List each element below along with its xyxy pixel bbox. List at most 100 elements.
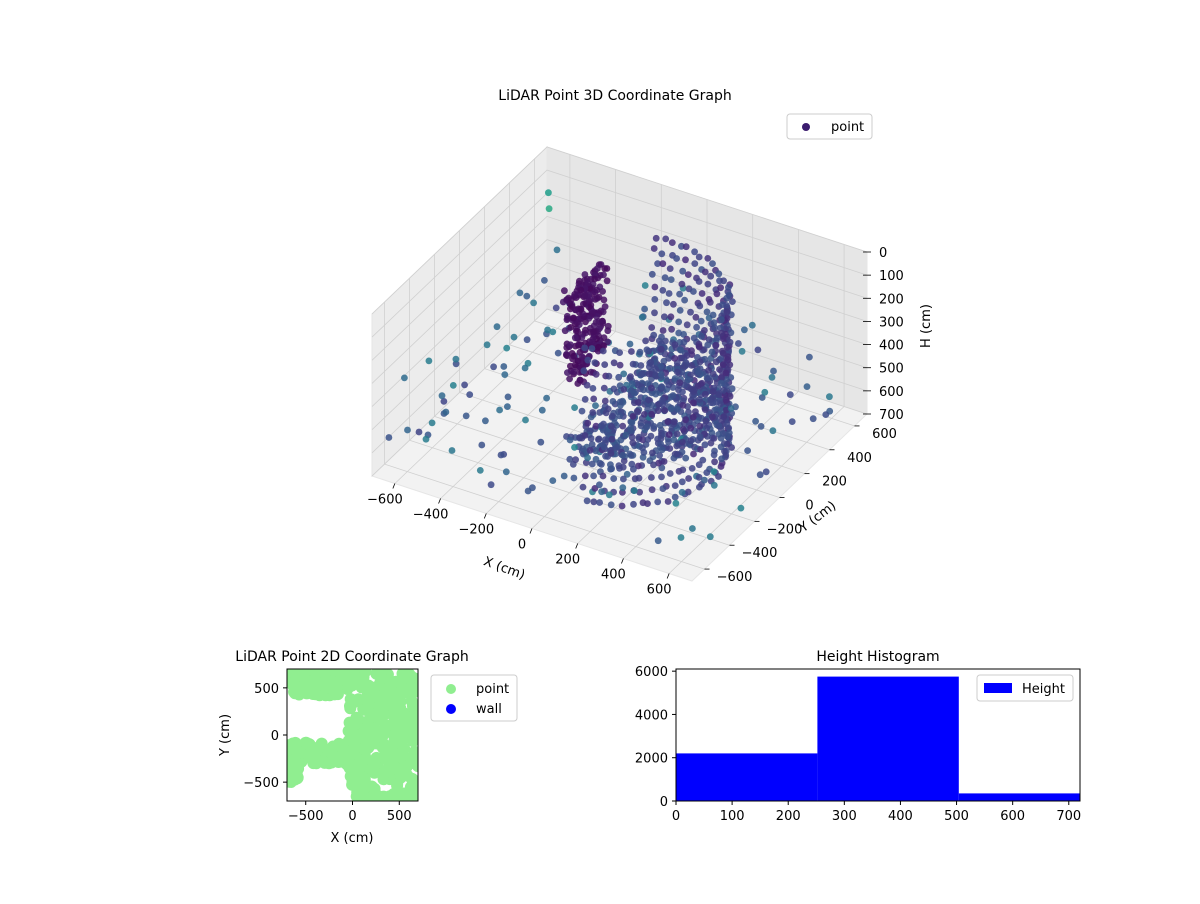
data-point-3d	[683, 352, 691, 359]
data-point-3d	[592, 318, 600, 326]
tick-mark-x-3d	[621, 558, 624, 564]
data-point-3d	[713, 398, 720, 406]
ticks-3d: −600−400−2000200400600−600−400−200020040…	[367, 246, 904, 598]
data-point-3d	[709, 311, 717, 319]
data-point-3d	[590, 498, 598, 506]
data-point-3d	[648, 324, 656, 331]
data-point-3d	[596, 481, 603, 489]
histogram-bar	[817, 676, 959, 801]
data-point-3d	[448, 447, 456, 454]
data-point-3d	[701, 476, 708, 484]
data-point-3d	[600, 271, 607, 279]
data-point-3d	[570, 314, 577, 322]
data-point-3d	[762, 468, 770, 476]
data-point-3d	[683, 321, 691, 329]
data-point-3d	[504, 393, 512, 401]
data-point-3d	[602, 409, 610, 417]
data-point-3d	[692, 313, 700, 321]
tick-mark-x-3d	[529, 528, 533, 534]
data-point-3d	[422, 435, 430, 443]
data-point-3d	[623, 470, 631, 478]
data-point-3d	[663, 299, 670, 307]
tick-mark-x-3d	[438, 498, 441, 504]
data-point-3d	[628, 386, 635, 394]
tick-label-z-3d: 700	[879, 408, 904, 423]
data-point-3d	[563, 316, 571, 324]
data-point-3d	[594, 265, 601, 272]
data-point-3d	[806, 353, 813, 361]
data-point-3d	[567, 305, 574, 313]
tick-label-y-histogram: 0	[660, 795, 668, 810]
data-point-3d	[692, 408, 699, 416]
data-point-2d	[342, 676, 355, 689]
data-point-3d	[641, 282, 649, 289]
tick-label-x-histogram: 200	[776, 809, 801, 824]
data-point-3d	[576, 434, 583, 441]
data-point-3d	[716, 366, 723, 373]
data-point-3d	[616, 412, 624, 420]
ylabel-3d: Y (cm)	[796, 499, 839, 537]
data-point-3d	[449, 382, 457, 389]
data-point-3d	[687, 424, 695, 432]
data-point-3d	[601, 436, 609, 444]
data-point-3d	[404, 426, 411, 434]
gridline-z	[371, 215, 868, 384]
data-point-3d	[696, 302, 704, 310]
data-point-3d	[671, 355, 679, 362]
data-point-3d	[677, 346, 685, 354]
data-point-3d	[701, 268, 709, 276]
tick-label-x-histogram: 600	[1000, 809, 1025, 824]
data-point-3d	[699, 456, 707, 464]
tick-label-z-3d: 400	[879, 339, 904, 354]
data-point-3d	[658, 473, 665, 481]
tick-label-y-histogram: 2000	[635, 752, 668, 767]
data-point-3d	[723, 343, 731, 351]
data-point-3d	[693, 323, 700, 331]
data-point-3d	[695, 278, 703, 285]
data-point-3d	[566, 455, 574, 463]
tick-label-z-3d: 100	[879, 269, 904, 284]
data-point-3d	[702, 417, 710, 425]
data-point-3d	[654, 407, 662, 415]
gridline-z	[371, 146, 868, 315]
data-point-3d	[541, 277, 548, 284]
data-point-3d	[659, 287, 667, 294]
data-point-3d	[691, 248, 698, 256]
data-point-3d	[628, 348, 635, 355]
data-point-3d	[803, 383, 811, 390]
data-point-3d	[600, 443, 608, 451]
data-point-3d	[684, 376, 692, 383]
tick-label-y-histogram: 6000	[635, 665, 668, 680]
data-point-3d	[666, 265, 674, 272]
data-point-3d	[664, 498, 672, 505]
data-point-3d	[723, 302, 730, 309]
data-point-3d	[679, 401, 687, 409]
data-point-3d	[591, 359, 599, 367]
legend-histogram-frame	[976, 674, 1074, 702]
data-point-3d	[689, 525, 696, 532]
data-point-3d	[709, 370, 717, 378]
data-point-3d	[543, 394, 550, 402]
data-point-3d	[673, 255, 680, 262]
data-point-3d	[715, 391, 722, 399]
data-point-3d	[553, 246, 561, 254]
data-point-2d	[359, 703, 372, 716]
data-point-3d	[576, 277, 583, 285]
data-point-3d	[728, 385, 736, 393]
legend-2d-point-marker	[446, 684, 456, 694]
data-point-3d	[648, 384, 655, 392]
tick-label-y-3d: −200	[767, 522, 803, 537]
data-point-2d	[346, 732, 359, 744]
data-point-3d	[715, 270, 723, 278]
data-point-3d	[688, 465, 696, 472]
data-point-3d	[696, 433, 704, 441]
data-point-3d	[493, 323, 501, 331]
data-point-3d	[554, 349, 562, 357]
data-point-2d	[398, 789, 411, 801]
data-point-3d	[641, 305, 648, 313]
legend-3d-marker	[802, 123, 810, 131]
data-point-3d	[756, 471, 764, 479]
tick-mark-x-3d	[483, 513, 487, 519]
legend-2d-wall-marker	[446, 704, 456, 714]
data-point-2d	[323, 757, 335, 770]
